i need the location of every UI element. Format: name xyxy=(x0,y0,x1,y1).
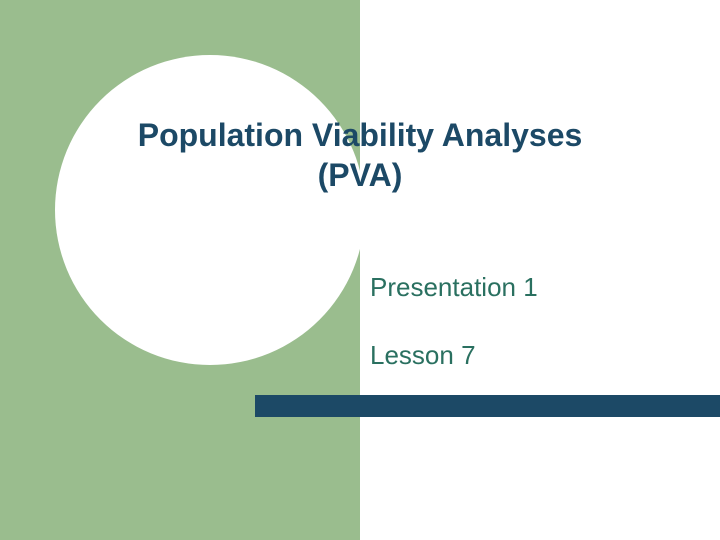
slide-title: Population Viability Analyses (PVA) xyxy=(100,115,620,195)
decorative-circle xyxy=(55,55,365,365)
accent-bar xyxy=(255,395,720,417)
slide-subtitle-2: Lesson 7 xyxy=(370,340,476,371)
slide-subtitle-1: Presentation 1 xyxy=(370,272,538,303)
right-background-panel xyxy=(360,0,720,540)
